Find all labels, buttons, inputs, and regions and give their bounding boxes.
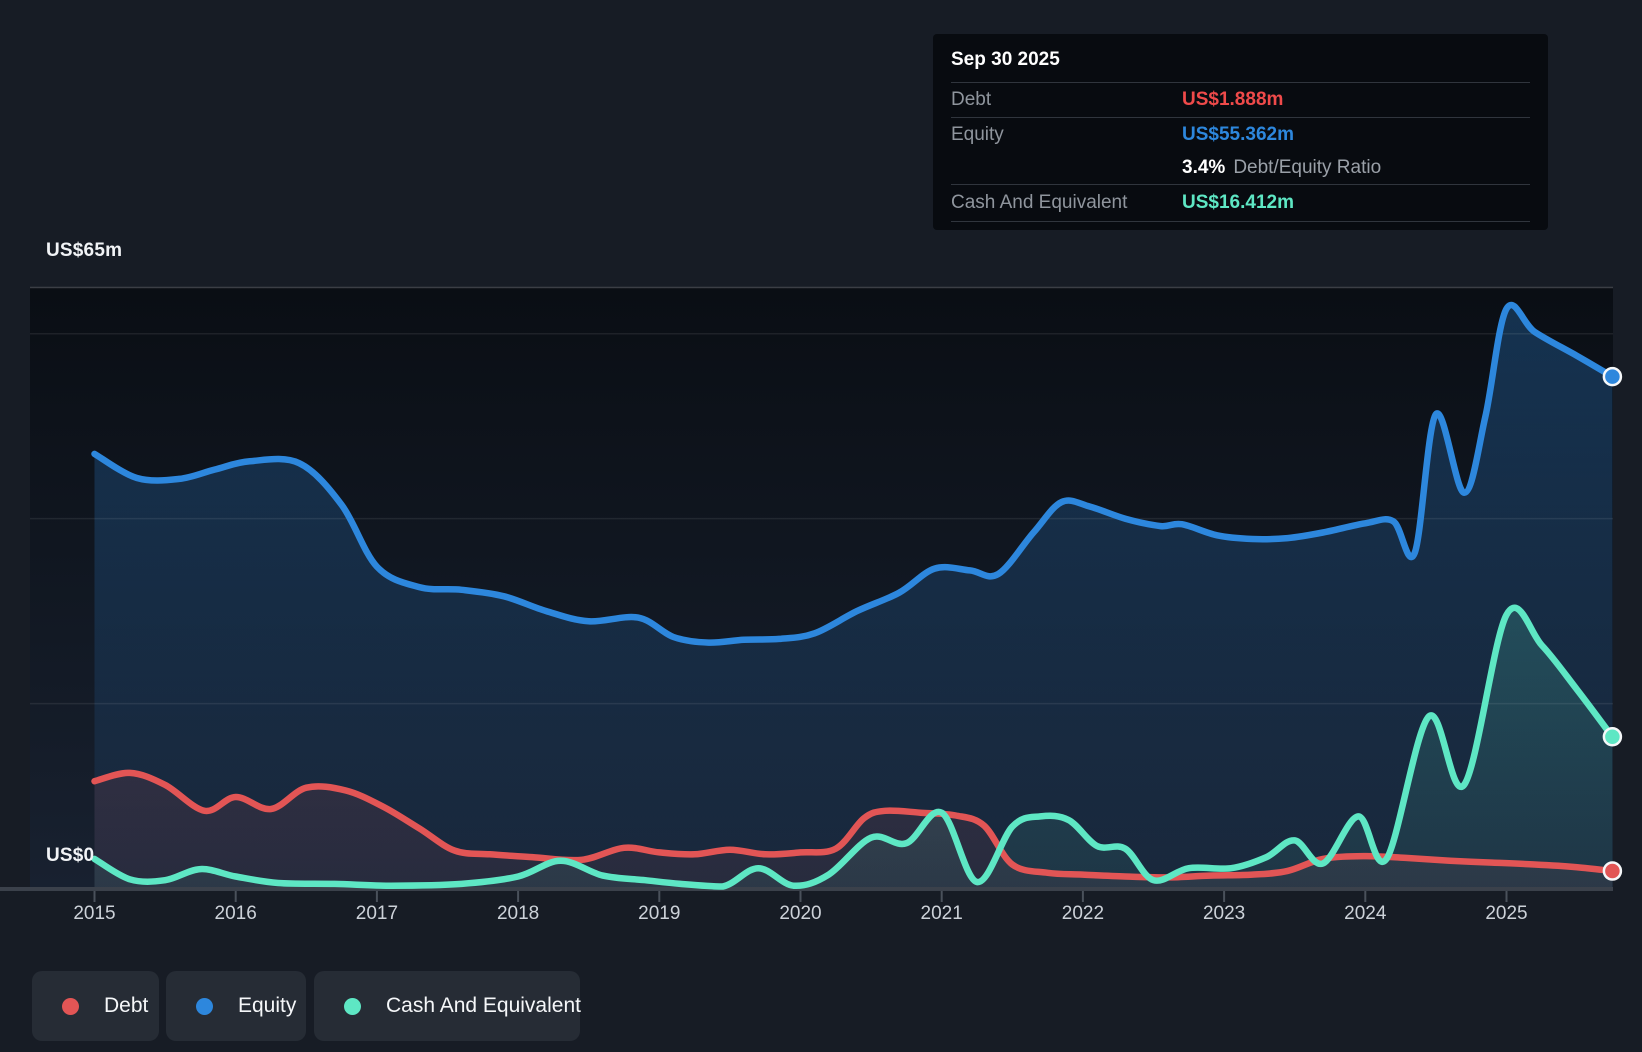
tooltip-debt-value: US$1.888m (1182, 89, 1284, 110)
tooltip-row-ratio: 3.4% Debt/Equity Ratio (951, 151, 1530, 184)
x-axis-label-2019: 2019 (638, 903, 681, 924)
tooltip-ratio-value: 3.4% (1182, 156, 1226, 178)
legend-equity-label: Equity (238, 994, 297, 1017)
x-axis-label-2020: 2020 (779, 903, 822, 924)
x-axis-label-2025: 2025 (1485, 903, 1528, 924)
cash-series-dot-icon (344, 997, 361, 1015)
tooltip-equity-label: Equity (951, 123, 1004, 145)
tooltip-date: Sep 30 2025 (951, 49, 1060, 70)
x-axis-label-2018: 2018 (496, 903, 540, 924)
tooltip-row-debt: Debt US$1.888m (951, 82, 1530, 117)
legend-debt-label: Debt (104, 994, 149, 1017)
x-axis-label-2023: 2023 (1202, 903, 1246, 924)
tooltip-row-cash: Cash And Equivalent US$16.412m (951, 184, 1530, 222)
tooltip: Sep 30 2025 Debt US$1.888m Equity US$55.… (933, 34, 1548, 230)
debt-series-dot-icon (62, 997, 79, 1015)
x-axis-label-2016: 2016 (214, 903, 257, 924)
x-axis-label-2015: 2015 (73, 903, 116, 924)
equity-series-dot-icon (196, 997, 213, 1015)
y-axis-zero-label: US$0 (46, 845, 95, 866)
tooltip-cash-label: Cash And Equivalent (951, 192, 1128, 213)
legend-item-equity[interactable]: Equity (166, 971, 306, 1041)
tooltip-cash-value: US$16.412m (1182, 192, 1294, 213)
legend-cash-label: Cash And Equivalent (386, 994, 581, 1017)
legend-item-debt[interactable]: Debt (32, 971, 159, 1041)
x-axis-label-2022: 2022 (1061, 903, 1105, 924)
legend: Debt Equity Cash And Equivalent (0, 971, 1642, 1041)
tooltip-ratio-label: Debt/Equity Ratio (1233, 156, 1382, 178)
tooltip-debt-label: Debt (951, 89, 992, 110)
tooltip-row-equity: Equity US$55.362m (951, 117, 1530, 151)
y-axis-max-label: US$65m (46, 240, 123, 261)
tooltip-equity-value: US$55.362m (1182, 123, 1294, 145)
x-axis-label-2024: 2024 (1344, 903, 1387, 924)
x-axis-label-2021: 2021 (920, 903, 963, 924)
x-axis-label-2017: 2017 (355, 903, 399, 924)
legend-item-cash[interactable]: Cash And Equivalent (314, 971, 581, 1041)
